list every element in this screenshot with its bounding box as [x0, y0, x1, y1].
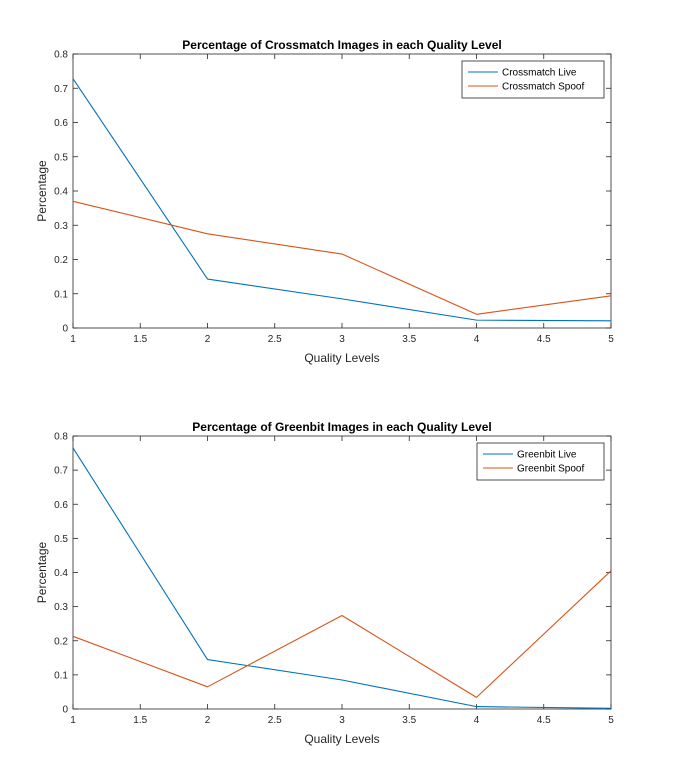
- legend-label: Greenbit Live: [517, 450, 577, 461]
- legend-label: Greenbit Spoof: [517, 464, 584, 475]
- y-tick-label: 0: [62, 324, 68, 335]
- y-tick-label: 0.3: [54, 602, 68, 613]
- x-tick-label: 2.5: [268, 715, 282, 726]
- y-tick-label: 0: [62, 705, 68, 716]
- x-tick-label: 4: [474, 715, 480, 726]
- x-tick-label: 2: [205, 334, 211, 345]
- x-tick-label: 4.5: [537, 334, 551, 345]
- chart-title: Percentage of Greenbit Images in each Qu…: [192, 420, 491, 434]
- series-line-2: [72, 570, 612, 698]
- plot-area: [72, 435, 612, 710]
- y-axis-label: Percentage: [35, 160, 49, 222]
- y-tick-label: 0.6: [54, 118, 68, 129]
- y-tick-label: 0.4: [54, 187, 68, 198]
- x-tick-label: 5: [608, 715, 614, 726]
- legend-box: [461, 60, 605, 99]
- x-tick-label: 2.5: [268, 334, 282, 345]
- x-tick-label: 4: [474, 334, 480, 345]
- legend: Greenbit Live Greenbit Spoof: [476, 442, 605, 481]
- y-tick-label: 0.5: [54, 152, 68, 163]
- x-tick-label: 1.5: [133, 334, 147, 345]
- series-line-2: [72, 200, 612, 315]
- y-tick-label: 0.1: [54, 670, 68, 681]
- y-tick-label: 0.2: [54, 255, 68, 266]
- y-axis-label: Percentage: [35, 541, 49, 603]
- legend-label: Crossmatch Live: [502, 68, 577, 79]
- legend-box: [476, 442, 605, 481]
- y-tick-label: 0.7: [54, 84, 68, 95]
- x-axis-label: Quality Levels: [304, 351, 379, 365]
- x-tick-label: 3: [339, 715, 345, 726]
- x-tick-label: 3: [339, 334, 345, 345]
- y-tick-label: 0.3: [54, 221, 68, 232]
- x-tick-label: 3.5: [402, 715, 416, 726]
- series-line-1: [72, 78, 612, 322]
- y-tick-label: 0.8: [54, 432, 68, 443]
- x-tick-label: 1.5: [133, 715, 147, 726]
- legend: Crossmatch Live Crossmatch Spoof: [461, 60, 605, 99]
- series-line-1: [72, 447, 612, 709]
- y-tick-label: 0.7: [54, 466, 68, 477]
- x-tick-label: 3.5: [402, 334, 416, 345]
- x-tick-label: 5: [608, 334, 614, 345]
- legend-label: Crossmatch Spoof: [502, 82, 584, 93]
- x-tick-label: 1: [70, 334, 76, 345]
- y-tick-label: 0.8: [54, 50, 68, 61]
- y-tick-label: 0.4: [54, 568, 68, 579]
- x-tick-label: 2: [205, 715, 211, 726]
- chart-1: Percentage of Crossmatch Images in each …: [35, 38, 614, 365]
- y-tick-label: 0.1: [54, 289, 68, 300]
- y-tick-label: 0.6: [54, 500, 68, 511]
- chart-2: Percentage of Greenbit Images in each Qu…: [35, 420, 614, 746]
- x-axis-label: Quality Levels: [304, 732, 379, 746]
- x-tick-label: 4.5: [537, 715, 551, 726]
- y-tick-label: 0.2: [54, 636, 68, 647]
- x-tick-label: 1: [70, 715, 76, 726]
- plot-area: [72, 53, 612, 329]
- y-tick-label: 0.5: [54, 534, 68, 545]
- chart-title: Percentage of Crossmatch Images in each …: [182, 38, 501, 52]
